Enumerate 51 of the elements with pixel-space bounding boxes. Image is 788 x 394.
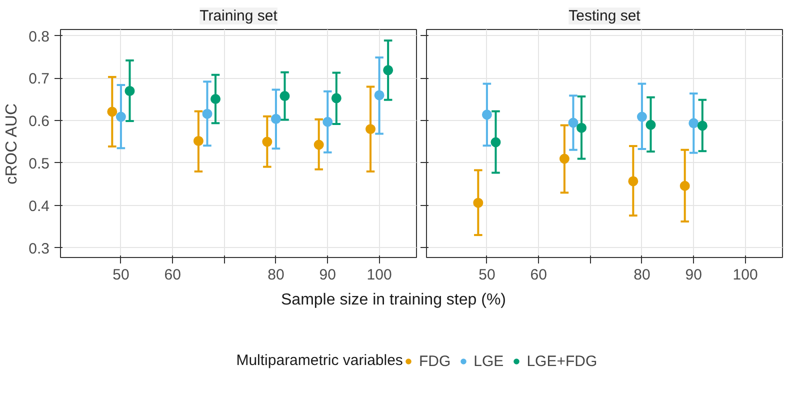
- point: [576, 122, 587, 133]
- y-tick-label: 0.3: [28, 240, 50, 258]
- x-tick-label: 60: [530, 266, 547, 284]
- y-tick-label: 0.7: [28, 70, 50, 88]
- x-tick-label: 100: [366, 266, 392, 284]
- point: [210, 94, 221, 104]
- point: [124, 86, 135, 96]
- x-tick-label: 60: [164, 266, 181, 284]
- point: [107, 106, 118, 117]
- legend-label: LGE+FDG: [526, 352, 598, 370]
- point: [366, 124, 376, 134]
- y-axis-title: cROC AUC: [4, 103, 21, 184]
- point: [628, 176, 638, 186]
- chart-title: Training set: [200, 8, 278, 24]
- point: [270, 114, 281, 124]
- x-tick-label: 100: [732, 266, 758, 284]
- x-tick-label: 90: [685, 266, 702, 284]
- point: [331, 93, 342, 104]
- point: [314, 140, 324, 150]
- point: [559, 154, 570, 164]
- point: [322, 116, 333, 127]
- legend-label: FDG: [419, 352, 451, 370]
- x-tick-label: 90: [319, 266, 336, 284]
- point: [262, 136, 272, 147]
- legend-label: LGE: [474, 352, 504, 370]
- y-tick-label: 0.8: [28, 28, 50, 46]
- point: [697, 120, 708, 131]
- point: [568, 118, 578, 128]
- point: [473, 198, 484, 208]
- y-tick-label: 0.6: [28, 113, 50, 130]
- point: [202, 108, 212, 119]
- y-tick-label: 0.5: [28, 155, 50, 172]
- x-tick-label: 80: [268, 266, 284, 284]
- y-tick-label: 0.4: [28, 198, 50, 215]
- point: [490, 137, 501, 148]
- point: [646, 120, 656, 130]
- point: [636, 112, 647, 122]
- point: [482, 110, 492, 120]
- chart-title: Testing set: [568, 8, 642, 24]
- point: [280, 91, 290, 102]
- point: [680, 180, 690, 191]
- point: [116, 112, 126, 122]
- legend-title: Multiparametric variables: [236, 352, 403, 369]
- point: [374, 90, 384, 100]
- point: [193, 136, 204, 146]
- x-tick-label: 50: [478, 266, 496, 284]
- x-axis-title: Sample size in training step (%): [281, 292, 506, 309]
- x-tick-label: 50: [112, 266, 130, 284]
- point: [688, 118, 699, 128]
- x-tick-label: 80: [634, 266, 650, 284]
- point: [383, 65, 394, 76]
